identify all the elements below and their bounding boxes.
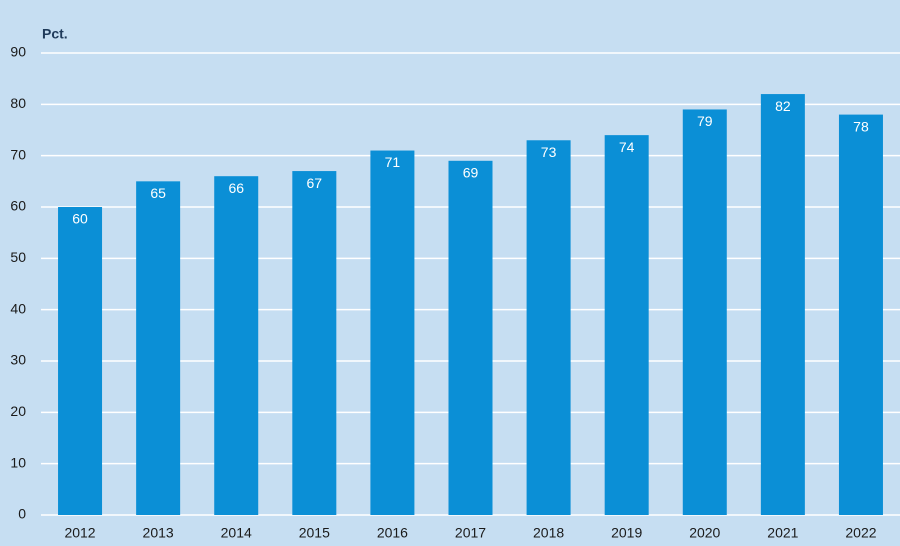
bar [214,176,259,515]
value-label: 73 [541,144,557,160]
value-label: 74 [619,139,635,155]
bar [136,181,181,516]
bar [58,207,103,515]
y-tick-label: 20 [10,403,26,419]
x-tick-label: 2017 [455,525,486,541]
bar [526,140,571,515]
y-tick-label: 30 [10,352,26,368]
bar [682,109,727,515]
y-tick-label: 80 [10,95,26,111]
value-label: 69 [463,165,479,181]
x-tick-label: 2018 [533,525,564,541]
value-label: 79 [697,113,713,129]
bar [838,114,883,515]
value-label: 65 [150,185,166,201]
bar [292,171,337,516]
value-label: 60 [72,211,88,227]
bar [760,94,805,516]
bar [604,135,649,515]
y-axis-label: Pct. [42,26,68,42]
value-label: 78 [853,118,869,134]
x-tick-label: 2013 [143,525,174,541]
y-tick-label: 40 [10,300,26,316]
bar [370,150,415,516]
value-label: 82 [775,98,791,114]
value-label: 66 [228,180,244,196]
x-tick-label: 2019 [611,525,642,541]
x-tick-label: 2021 [767,525,798,541]
value-label: 71 [385,154,401,170]
y-tick-label: 70 [10,146,26,162]
y-tick-label: 90 [10,44,26,60]
bar [448,160,493,516]
value-label: 67 [307,175,323,191]
x-tick-label: 2016 [377,525,408,541]
y-tick-label: 50 [10,249,26,265]
y-tick-label: 0 [18,506,26,522]
y-tick-label: 60 [10,198,26,214]
x-tick-label: 2014 [221,525,252,541]
y-tick-label: 10 [10,454,26,470]
x-tick-label: 2015 [299,525,330,541]
x-tick-label: 2012 [64,525,95,541]
x-tick-label: 2020 [689,525,720,541]
x-tick-label: 2022 [845,525,876,541]
